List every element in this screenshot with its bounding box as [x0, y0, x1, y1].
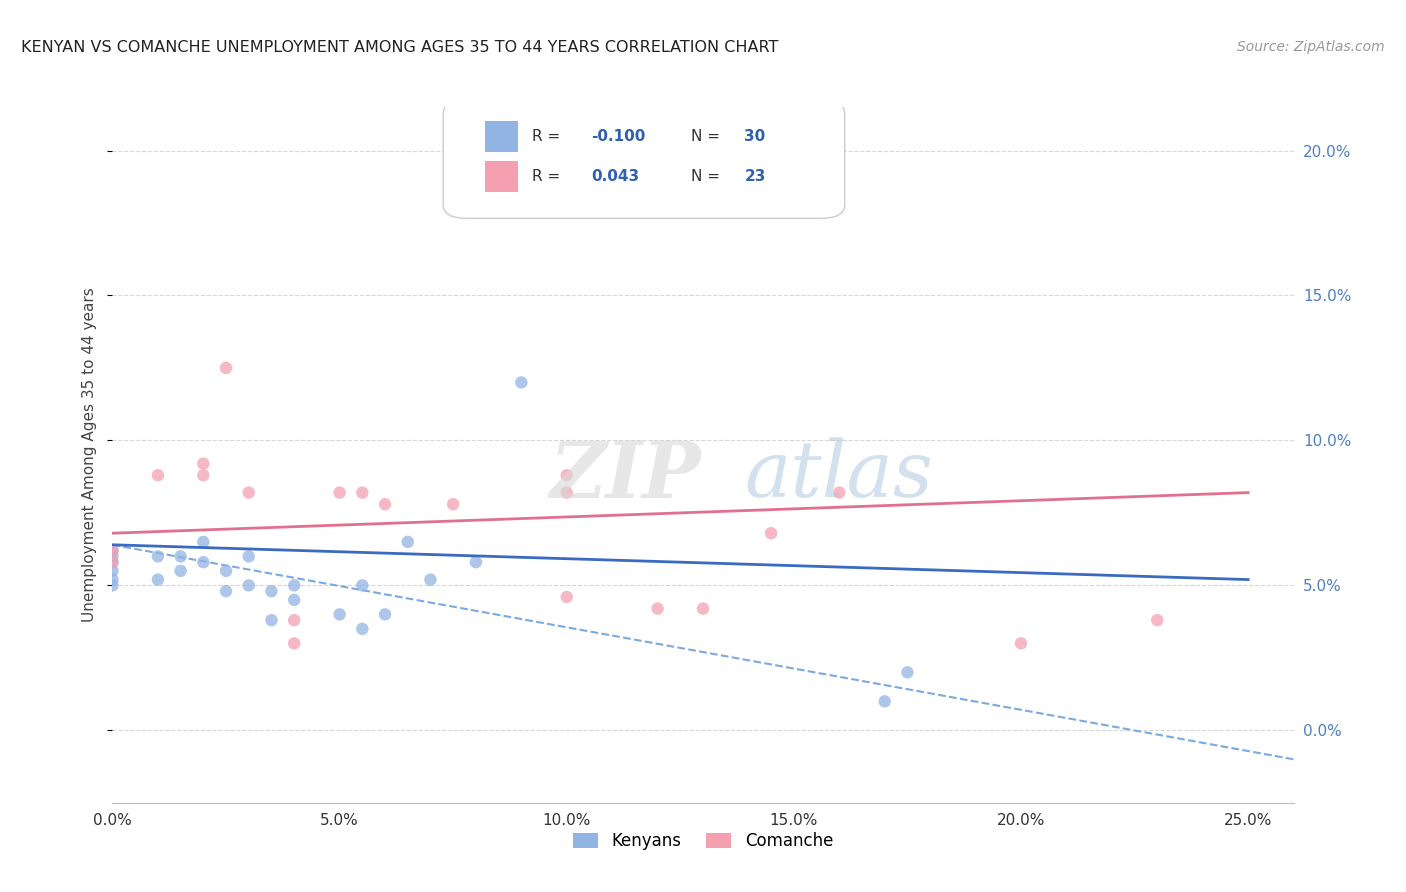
- Point: [215, 564, 238, 578]
- FancyBboxPatch shape: [485, 161, 517, 192]
- Point: [896, 665, 918, 680]
- Point: [396, 534, 419, 549]
- Y-axis label: Unemployment Among Ages 35 to 44 years: Unemployment Among Ages 35 to 44 years: [82, 287, 97, 623]
- Point: [1146, 613, 1168, 627]
- Point: [146, 573, 169, 587]
- Text: 0.043: 0.043: [591, 169, 638, 184]
- Point: [510, 376, 533, 390]
- Point: [329, 607, 352, 622]
- Point: [352, 578, 374, 592]
- Point: [101, 543, 124, 558]
- Point: [352, 485, 374, 500]
- Point: [647, 601, 669, 615]
- Point: [101, 555, 124, 569]
- Point: [238, 578, 260, 592]
- Point: [759, 526, 782, 541]
- Point: [873, 694, 896, 708]
- Point: [329, 485, 352, 500]
- Legend: Kenyans, Comanche: Kenyans, Comanche: [567, 826, 839, 857]
- Point: [146, 549, 169, 564]
- Text: -0.100: -0.100: [591, 128, 645, 144]
- Point: [193, 534, 215, 549]
- Point: [101, 555, 124, 569]
- Point: [488, 167, 510, 181]
- Point: [464, 555, 486, 569]
- Text: KENYAN VS COMANCHE UNEMPLOYMENT AMONG AGES 35 TO 44 YEARS CORRELATION CHART: KENYAN VS COMANCHE UNEMPLOYMENT AMONG AG…: [21, 40, 779, 55]
- Point: [283, 592, 305, 607]
- Point: [283, 636, 305, 650]
- Point: [374, 607, 396, 622]
- Point: [555, 468, 578, 483]
- Point: [193, 457, 215, 471]
- Point: [260, 584, 283, 599]
- Point: [1010, 636, 1032, 650]
- Text: N =: N =: [692, 128, 720, 144]
- Point: [169, 549, 191, 564]
- Point: [193, 468, 215, 483]
- Point: [101, 564, 124, 578]
- Point: [555, 590, 578, 604]
- Point: [101, 543, 124, 558]
- Text: N =: N =: [692, 169, 720, 184]
- FancyBboxPatch shape: [485, 121, 517, 153]
- Point: [283, 578, 305, 592]
- Text: R =: R =: [531, 128, 560, 144]
- Point: [146, 468, 169, 483]
- Point: [101, 578, 124, 592]
- Point: [215, 584, 238, 599]
- Point: [101, 549, 124, 564]
- Point: [692, 601, 714, 615]
- Text: 30: 30: [744, 128, 766, 144]
- Point: [215, 360, 238, 375]
- Point: [283, 613, 305, 627]
- Point: [193, 555, 215, 569]
- Point: [238, 549, 260, 564]
- Point: [238, 485, 260, 500]
- Text: ZIP: ZIP: [550, 438, 702, 514]
- Point: [101, 573, 124, 587]
- Text: atlas: atlas: [744, 438, 934, 514]
- Point: [441, 497, 464, 511]
- Point: [352, 622, 374, 636]
- Point: [419, 573, 441, 587]
- Text: R =: R =: [531, 169, 560, 184]
- Text: 23: 23: [744, 169, 766, 184]
- Point: [374, 497, 396, 511]
- Text: Source: ZipAtlas.com: Source: ZipAtlas.com: [1237, 40, 1385, 54]
- FancyBboxPatch shape: [443, 100, 845, 219]
- Point: [260, 613, 283, 627]
- Point: [169, 564, 191, 578]
- Point: [828, 485, 851, 500]
- Point: [555, 485, 578, 500]
